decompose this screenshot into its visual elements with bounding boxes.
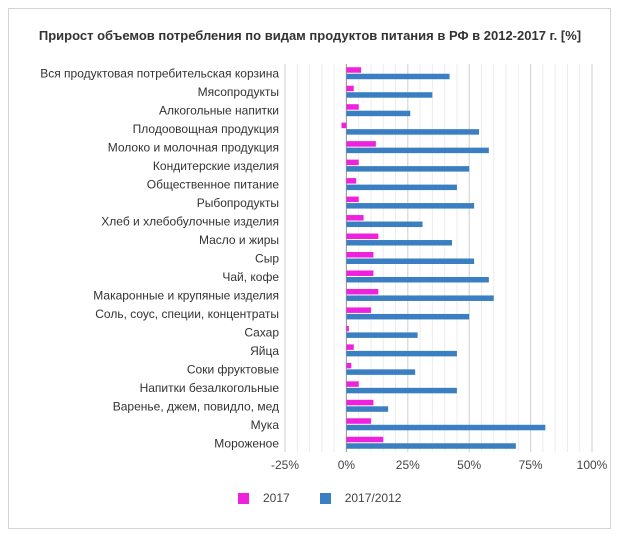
bar-2017 [346,252,374,258]
bar-2017-2012 [346,73,450,80]
x-tick-label: 100% [577,458,608,472]
x-tick-label: 75% [519,458,543,472]
category-label: Мороженое [214,436,279,450]
category-label: Макаронные и крупяные изделия [93,288,279,302]
category-label: Варенье, джем, повидло, мед [113,399,279,413]
bar-2017 [346,233,379,240]
bar-2017-2012 [346,313,470,320]
category-label: Кондитерские изделия [153,159,279,173]
bar-2017 [346,270,374,276]
legend-swatch-2017 [238,492,249,504]
bar-2017-2012 [346,406,389,412]
bar-2017-2012 [346,166,470,172]
bar-2017-2012 [346,369,416,375]
bar-2017-2012 [346,350,457,357]
bar-2017 [346,159,359,166]
bar-2017 [346,85,354,92]
bar-2017-2012 [346,443,516,449]
category-label: Сыр [255,252,279,266]
bar-2017 [346,381,359,387]
bar-2017-2012 [346,424,546,431]
bar-2017 [346,67,362,73]
bar-2017-2012 [346,184,457,191]
legend-label-2017: 2017 [263,491,290,505]
bar-2017 [346,196,359,203]
chart-legend: 2017 2017/2012 [238,491,431,505]
bar-2017-2012 [346,203,475,209]
category-label: Вся продуктовая потребительская корзина [40,67,279,81]
category-label: Чай, кофе [222,270,279,284]
category-label: Напитки безалкогольные [140,381,280,395]
x-tick-label: 0% [338,458,356,472]
bar-2017 [346,288,379,295]
legend-label-2017-2012: 2017/2012 [344,491,402,505]
bar-2017 [346,436,384,443]
x-tick-label: 25% [396,458,420,472]
legend-item-2017: 2017 [238,491,290,505]
category-label: Масло и жиры [199,233,279,247]
bar-2017 [341,122,347,129]
bar-2017 [346,344,354,350]
bar-2017 [346,104,359,110]
bar-2017-2012 [346,332,418,338]
bar-2017 [346,418,371,424]
bar-2017-2012 [346,387,457,394]
legend-item-2017-2012: 2017/2012 [319,491,402,505]
x-tick-label: -25% [271,458,299,472]
category-label: Соль, соус, специи, концентраты [95,307,279,321]
category-label: Алкогольные напитки [159,104,279,118]
bar-2017-2012 [346,110,411,117]
category-label: Плодоовощная продукция [133,122,279,136]
bar-2017 [346,307,371,313]
bar-2017 [346,325,349,332]
category-label: Яйца [250,344,279,358]
category-label: Соки фруктовые [187,362,279,376]
category-label: Мясопродукты [198,85,279,99]
bar-2017-2012 [346,221,423,228]
bar-2017-2012 [346,92,433,98]
bar-2017-2012 [346,276,489,283]
legend-swatch-2017-2012 [319,492,331,504]
bar-2017-2012 [346,295,494,301]
category-label: Общественное питание [147,178,280,192]
bar-2017 [346,178,357,184]
bar-2017 [346,399,374,406]
category-label: Рыбопродукты [197,196,279,210]
category-label: Хлеб и хлебобулочные изделия [101,215,279,229]
category-label: Молоко и молочная продукция [108,141,279,155]
bar-2017 [346,141,376,147]
chart-title: Прирост объемов потребления по видам про… [38,28,582,43]
category-label: Мука [251,418,280,432]
bar-2017-2012 [346,129,480,135]
bar-2017-2012 [346,147,489,154]
bar-2017 [346,215,364,221]
category-label: Сахар [244,325,279,339]
x-tick-label: 50% [457,458,481,472]
bar-2017-2012 [346,240,453,246]
bar-2017-2012 [346,258,475,264]
bar-2017 [346,362,352,369]
